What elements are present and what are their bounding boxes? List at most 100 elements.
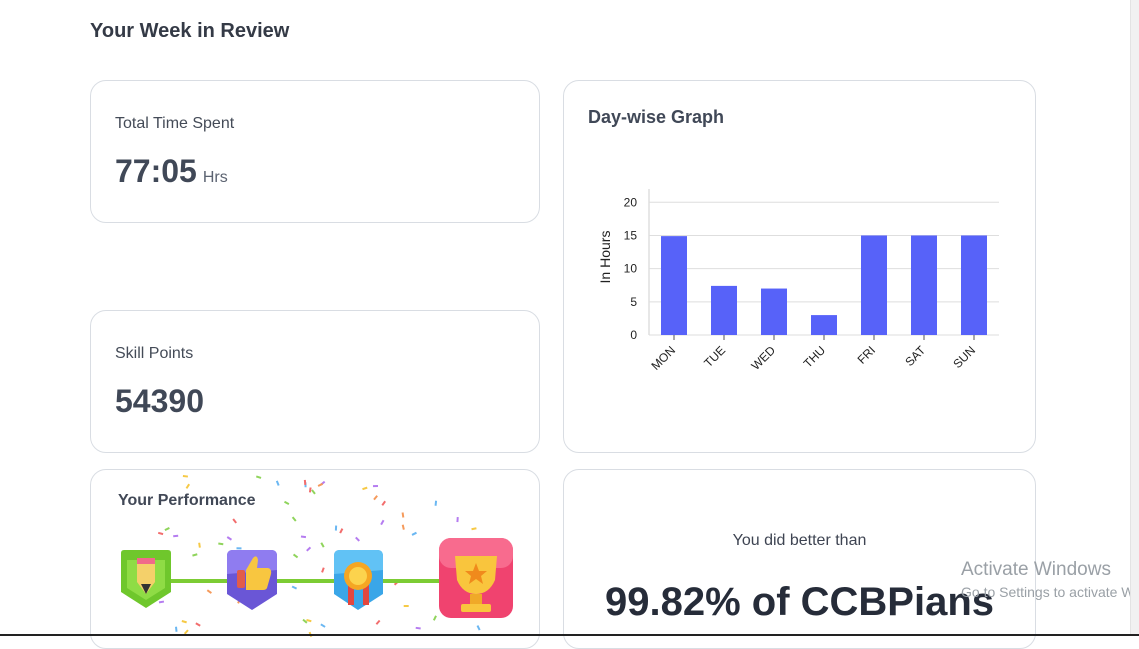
confetti-piece: [306, 546, 312, 552]
y-tick-label: 10: [624, 262, 638, 276]
bar-sat[interactable]: [911, 235, 937, 335]
confetti-piece: [320, 623, 326, 628]
confetti-piece: [185, 483, 191, 489]
confetti-piece: [403, 605, 409, 608]
activate-windows-subtitle: Go to Settings to activate Windows.: [961, 584, 1139, 600]
confetti-piece: [306, 618, 312, 623]
day-wise-graph-card: Day-wise Graph In Hours 0 5 10 15 20 MON TUE WE…: [563, 80, 1036, 453]
total-time-value-row: 77:05 Hrs: [115, 153, 228, 190]
confetti-piece: [317, 482, 324, 487]
confetti-piece: [175, 626, 178, 632]
confetti-piece: [372, 485, 378, 488]
bar-tue[interactable]: [711, 285, 737, 335]
bar-fri[interactable]: [861, 235, 887, 335]
y-tick-label: 20: [624, 195, 638, 209]
confetti-piece: [206, 499, 209, 505]
skill-points-card: Skill Points 54390: [90, 310, 540, 453]
confetti-piece: [183, 629, 189, 635]
confetti-piece: [321, 567, 325, 573]
confetti-piece: [275, 480, 280, 486]
day-wise-bar-chart: In Hours 0 5 10 15 20 MON TUE WED THU FRI SAT SUN: [597, 189, 999, 373]
confetti-piece: [380, 519, 385, 526]
total-time-unit: Hrs: [202, 169, 228, 186]
confetti-piece: [471, 527, 477, 531]
thumbs-up-badge-icon: [227, 550, 277, 610]
comparison-label: You did better than: [732, 532, 867, 549]
confetti-piece: [158, 600, 165, 604]
confetti-piece: [302, 618, 308, 624]
medal-badge-icon: [334, 550, 383, 610]
confetti-piece: [456, 516, 459, 523]
x-tick-label: MON: [648, 343, 678, 373]
bar-sun[interactable]: [961, 235, 987, 335]
bottom-border: [0, 634, 1139, 636]
bar-mon[interactable]: [661, 236, 687, 335]
graph-title: Day-wise Graph: [588, 107, 725, 127]
confetti-piece: [434, 500, 438, 506]
confetti-piece: [339, 528, 344, 534]
x-tick-label: WED: [748, 343, 778, 373]
x-tick-label: TUE: [701, 343, 728, 370]
confetti-piece: [320, 542, 325, 548]
y-axis-label: In Hours: [597, 231, 613, 284]
x-tick-label: THU: [801, 343, 828, 370]
confetti-piece: [362, 486, 368, 491]
confetti-piece: [284, 500, 290, 506]
confetti-piece: [181, 620, 187, 624]
confetti-piece: [411, 531, 417, 536]
confetti-piece: [415, 626, 421, 630]
bar-thu[interactable]: [811, 315, 837, 335]
page-title: Your Week in Review: [90, 20, 290, 42]
confetti-piece: [173, 534, 179, 538]
confetti-piece: [236, 547, 242, 550]
confetti-piece: [198, 542, 201, 548]
pencil-badge-icon: [121, 550, 171, 608]
confetti-piece: [401, 524, 405, 530]
confetti-piece: [476, 625, 481, 631]
confetti-piece: [308, 487, 312, 493]
confetti-piece: [334, 525, 338, 531]
trophy-badge-icon: [439, 538, 513, 618]
y-tick-label: 15: [624, 228, 638, 242]
confetti-piece: [192, 553, 198, 557]
confetti-piece: [157, 531, 164, 536]
confetti-piece: [311, 489, 316, 495]
confetti-piece: [195, 622, 201, 627]
x-tick-label: SAT: [902, 343, 928, 369]
skill-points-value: 54390: [115, 383, 204, 419]
confetti-piece: [291, 516, 297, 522]
confetti-piece: [292, 553, 299, 559]
confetti-piece: [432, 615, 437, 621]
x-tick-label: SUN: [950, 343, 978, 371]
page-scrollbar[interactable]: [1130, 0, 1139, 636]
confetti-piece: [218, 542, 224, 546]
y-tick-label: 0: [630, 328, 637, 342]
confetti-piece: [291, 585, 298, 590]
confetti-piece: [182, 475, 188, 478]
confetti-piece: [226, 536, 233, 541]
confetti-piece: [232, 518, 238, 524]
activate-windows-title: Activate Windows: [961, 559, 1111, 580]
performance-card: Your Performance: [90, 469, 540, 649]
confetti-piece: [401, 512, 405, 518]
bar-wed[interactable]: [761, 288, 787, 335]
skill-points-label: Skill Points: [115, 345, 194, 362]
confetti-piece: [206, 589, 212, 594]
confetti-piece: [355, 536, 360, 542]
confetti-piece: [375, 619, 381, 625]
confetti-piece: [164, 527, 170, 532]
total-time-card: Total Time Spent 77:05 Hrs: [90, 80, 540, 223]
performance-progress: [121, 538, 513, 618]
comparison-card: You did better than 99.82% of CCBPians: [563, 469, 1036, 649]
total-time-label: Total Time Spent: [115, 115, 235, 132]
performance-title: Your Performance: [118, 492, 256, 509]
total-time-value: 77:05: [115, 153, 197, 189]
comparison-value: 99.82% of CCBPians: [604, 580, 995, 624]
confetti-piece: [300, 535, 307, 539]
confetti-piece: [303, 479, 307, 486]
y-tick-label: 5: [630, 295, 637, 309]
confetti-piece: [255, 475, 262, 479]
confetti-piece: [381, 500, 386, 506]
x-tick-label: FRI: [855, 343, 879, 367]
confetti-piece: [373, 495, 378, 501]
